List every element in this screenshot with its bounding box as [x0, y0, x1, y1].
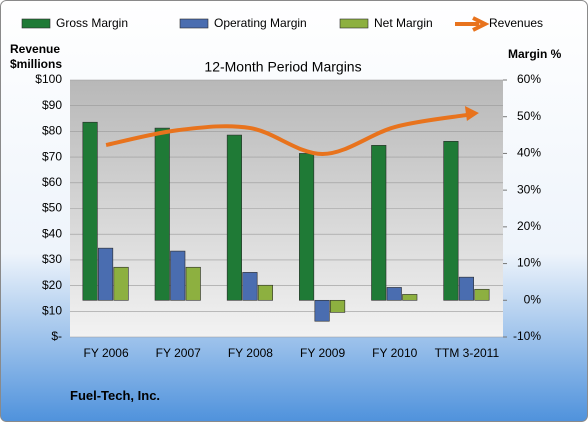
bar [82, 121, 98, 301]
legend-swatch [21, 18, 51, 29]
y-tick-label: $50 [42, 201, 62, 215]
y2-tick-label: 20% [517, 219, 541, 233]
y2-tick-label: 30% [517, 182, 541, 196]
bar [170, 250, 186, 301]
y-tick-label: $90 [42, 98, 62, 112]
legend-label: Revenues [489, 16, 543, 30]
y-tick-label: $10 [42, 303, 62, 317]
y-tick-label: $30 [42, 252, 62, 266]
legend-label: Operating Margin [214, 16, 307, 30]
y-axis-title: Revenue $millions [10, 42, 63, 71]
bar [113, 266, 129, 301]
legend-label: Gross Margin [56, 16, 128, 30]
revenue-line [105, 112, 468, 157]
bar [474, 288, 490, 301]
y2-axis-title: Margin % [508, 47, 562, 61]
y2-tick-label: -10% [513, 329, 541, 343]
y-tick-label: $40 [42, 226, 62, 240]
x-tick-label: FY 2009 [300, 346, 345, 360]
bar [257, 284, 273, 301]
x-tick-label: FY 2008 [228, 346, 273, 360]
x-tick-label: TTM 3-2011 [435, 346, 500, 360]
line-arrowhead [464, 105, 479, 121]
bar [226, 134, 242, 301]
bar [185, 266, 201, 301]
legend-swatch [339, 18, 369, 29]
y2-tick-label: 0% [524, 292, 542, 306]
bar [402, 294, 418, 301]
bar [98, 247, 114, 301]
y-tick-label: $100 [35, 72, 62, 86]
bar [299, 153, 315, 301]
bar [242, 272, 258, 301]
y-tick-label: $70 [42, 149, 62, 163]
bar [443, 141, 459, 301]
y-tick-label: $20 [42, 278, 62, 292]
y2-tick-label: 60% [517, 72, 541, 86]
bar [330, 299, 346, 313]
bar [371, 145, 387, 301]
x-tick-label: FY 2006 [84, 346, 129, 360]
footer: Fuel-Tech, Inc. [70, 388, 161, 403]
chart-title: 12-Month Period Margins [204, 59, 361, 75]
x-tick-label: FY 2010 [372, 346, 417, 360]
legend-swatch [455, 16, 490, 32]
bar [314, 299, 330, 322]
y2-tick-label: 10% [517, 256, 541, 270]
y2-tick-label: 50% [517, 109, 541, 123]
legend-label: Net Margin [374, 16, 433, 30]
bar [154, 127, 170, 301]
bar [386, 287, 402, 301]
y-tick-label: $60 [42, 175, 62, 189]
x-tick-label: FY 2007 [156, 346, 201, 360]
y2-tick-label: 40% [517, 146, 541, 160]
legend-swatch [179, 18, 209, 29]
bar [458, 276, 474, 301]
y-tick-label: $80 [42, 124, 62, 138]
y-tick-label: $- [51, 329, 62, 343]
